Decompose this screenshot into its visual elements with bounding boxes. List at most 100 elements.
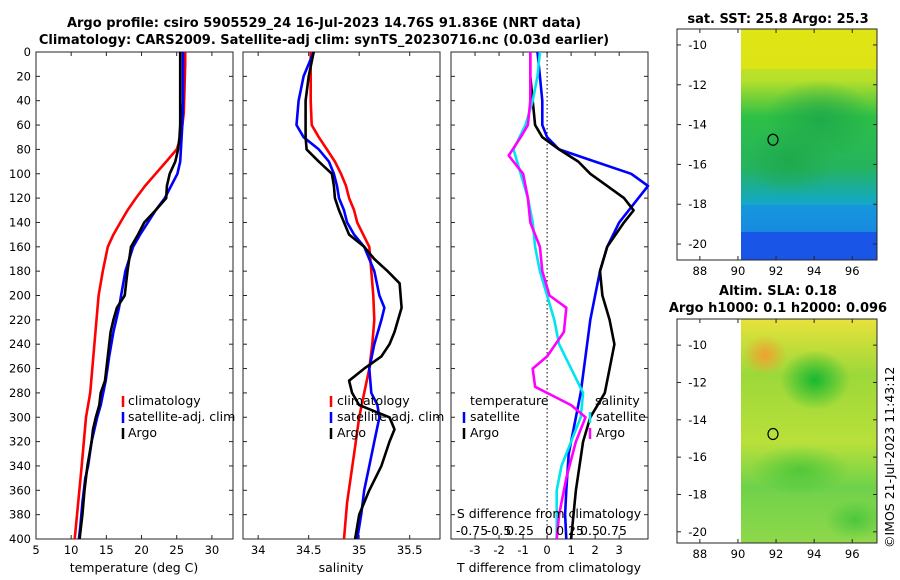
series-line-climatology <box>309 52 376 540</box>
s-tick-label: 0.25 <box>506 523 534 538</box>
series-line-s-satellite <box>512 51 585 539</box>
sst-map-ticks: -10 -12 -14 -16 -18 -20 88 90 92 94 96 <box>677 29 877 278</box>
salinity-plot-frame <box>242 51 441 540</box>
depth-tick-label: 360 <box>9 483 31 497</box>
depth-tick-label: 380 <box>9 508 31 522</box>
legend-label-argo: Argo <box>128 425 157 440</box>
x-tick-label: 34.5 <box>296 543 322 557</box>
sst-map-frame <box>676 28 878 261</box>
map-lon-tick-label: 96 <box>845 547 860 561</box>
depth-tick-label: 60 <box>16 118 31 132</box>
x-tick-label: -2 <box>493 543 504 557</box>
sla-map-image <box>741 319 877 543</box>
figure-title-line2: Climatology: CARS2009. Satellite-adj cli… <box>39 33 609 48</box>
x-tick-label: -1 <box>517 543 528 557</box>
salinity-legend: climatology satellite-adj. clim Argo <box>329 393 444 440</box>
map-lat-tick-label: -20 <box>688 237 707 251</box>
map-lon-tick-label: 92 <box>769 264 784 278</box>
depth-tick-label: 300 <box>9 410 31 424</box>
map-lon-tick-label: 88 <box>693 264 708 278</box>
temperature-plot-frame <box>35 51 234 540</box>
map-lat-tick-label: -14 <box>688 118 707 132</box>
sla-map-ticks: -10 -12 -14 -16 -18 -20 88 90 92 94 96 <box>677 319 877 561</box>
x-tick-label: 35 <box>352 543 367 557</box>
argo-location-marker <box>767 133 779 146</box>
series-line-argo <box>304 51 403 540</box>
map-lat-tick-label: -16 <box>688 157 707 171</box>
x-tick-label: 10 <box>64 543 79 557</box>
figure-title-line1: Argo profile: csiro 5905529_24 16-Jul-20… <box>67 16 581 31</box>
x-tick-label: -3 <box>469 543 480 557</box>
x-tick-label: 30 <box>205 543 220 557</box>
x-tick-label: 20 <box>134 543 149 557</box>
salinity-axis-ticks: 34 34.5 35 35.5 <box>243 51 440 557</box>
depth-tick-label: 260 <box>9 362 31 376</box>
map-lon-tick-label: 96 <box>845 264 860 278</box>
x-tick-label: 1 <box>567 543 574 557</box>
map-lon-tick-label: 90 <box>731 547 746 561</box>
sst-map-title: sat. SST: 25.8 Argo: 25.3 <box>687 12 868 27</box>
argo-location-marker <box>767 427 779 441</box>
map-lon-tick-label: 94 <box>807 547 822 561</box>
difference-legend: temperature salinity satellite Argo sate… <box>462 393 646 440</box>
map-lon-tick-label: 94 <box>807 264 822 278</box>
temperature-legend: climatology satellite-adj. clim Argo <box>121 393 235 440</box>
x-tick-label: 3 <box>616 543 623 557</box>
s-tick-label: 0.5 <box>580 523 600 538</box>
temperature-axis-ticks: 5 10 15 20 25 30 <box>32 51 233 557</box>
s-tick-label: 0 <box>545 523 553 538</box>
legend-label-satellite: satellite-adj. clim <box>337 409 444 424</box>
x-tick-label: 34 <box>251 543 266 557</box>
x-tick-label: 35.5 <box>397 543 423 557</box>
x-tick-label: 5 <box>32 543 39 557</box>
legend-label-argo: Argo <box>337 425 366 440</box>
difference-axis-ticks: -3 -2 -1 0 1 2 3 <box>451 51 648 557</box>
salinity-series <box>295 51 403 540</box>
map-lat-tick-label: -16 <box>688 450 707 464</box>
map-lat-tick-label: -10 <box>688 338 707 352</box>
depth-tick-label: 100 <box>9 167 31 181</box>
series-line-t-satellite <box>536 51 650 540</box>
s-difference-tick-labels: -0.75-0.50.25 0 0.250.5 0.75 <box>456 523 627 538</box>
map-lat-tick-label: -10 <box>688 38 707 52</box>
map-lat-tick-label: -18 <box>688 197 707 211</box>
sla-map-subtitle: Argo h1000: 0.1 h2000: 0.096 <box>669 301 887 316</box>
s-tick-label: 0.75 <box>599 523 627 538</box>
legend-label-t-argo: Argo <box>470 425 499 440</box>
depth-tick-label: 40 <box>16 94 31 108</box>
legend-label-satellite: satellite-adj. clim <box>128 409 235 424</box>
x-tick-label: 0 <box>543 543 550 557</box>
series-line-satellite-adj-clim <box>295 51 386 540</box>
x-tick-label: 2 <box>591 543 598 557</box>
depth-tick-label: 160 <box>9 240 31 254</box>
depth-tick-label: 180 <box>9 264 31 278</box>
depth-tick-label: 340 <box>9 459 31 473</box>
legend-label-s-satellite: satellite <box>596 409 646 424</box>
legend-label-t-satellite: satellite <box>470 409 520 424</box>
sla-map-title: Altim. SLA: 0.18 <box>719 284 837 299</box>
legend-label-climatology: climatology <box>128 393 201 408</box>
depth-tick-label: 0 <box>24 45 31 59</box>
depth-tick-label: 240 <box>9 337 31 351</box>
map-lon-tick-label: 88 <box>693 547 708 561</box>
map-lat-tick-label: -14 <box>688 413 707 427</box>
map-lat-tick-label: -20 <box>688 525 707 539</box>
x-tick-label: 25 <box>169 543 184 557</box>
imos-watermark: ©IMOS 21-Jul-2023 11:43:12 <box>882 367 897 548</box>
depth-tick-label: 200 <box>9 289 31 303</box>
series-line-argo <box>78 52 182 540</box>
s-tick-label: -0.75 <box>456 523 488 538</box>
map-lat-tick-label: -12 <box>688 78 707 92</box>
s-difference-axis-label: S difference from climatology <box>457 506 642 521</box>
difference-series <box>507 51 650 540</box>
sla-map-frame <box>676 318 878 544</box>
depth-tick-label: 120 <box>9 191 31 205</box>
depth-tick-label: 20 <box>16 69 31 83</box>
depth-tick-label: 400 <box>9 532 31 546</box>
depth-tick-label: 80 <box>16 142 31 156</box>
depth-tick-label: 320 <box>9 435 31 449</box>
series-line-climatology <box>73 52 187 540</box>
legend-header-salinity: salinity <box>595 393 640 408</box>
temperature-series <box>73 52 187 540</box>
